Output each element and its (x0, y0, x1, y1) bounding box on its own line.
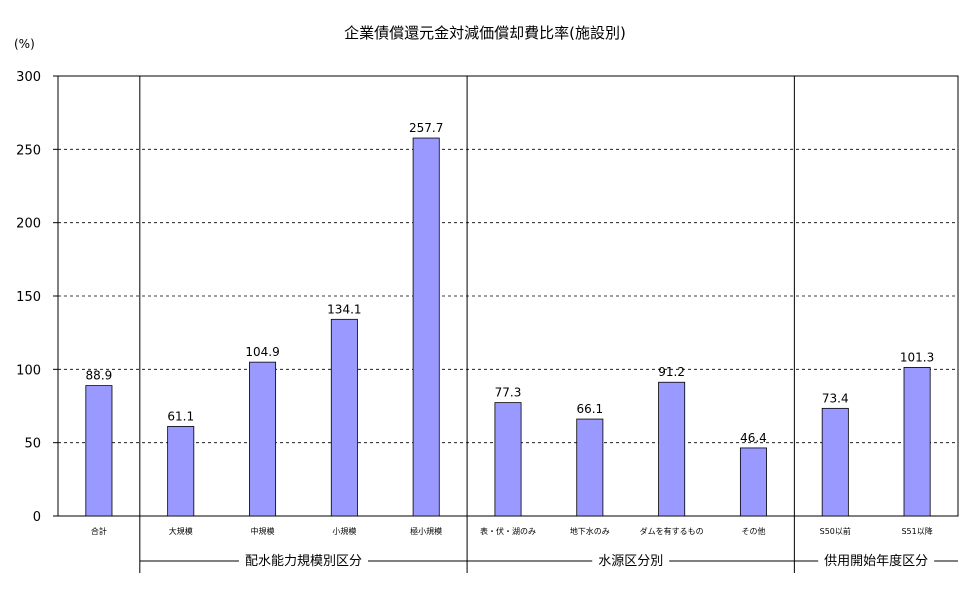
bar (249, 361, 277, 517)
category-label: S50以前 (820, 526, 851, 536)
y-tick-label: 0 (33, 510, 41, 525)
bar (412, 137, 440, 517)
bar (167, 425, 195, 517)
data-label: 66.1 (576, 402, 603, 416)
bar (739, 447, 767, 517)
group-label: 供用開始年度区分 (824, 553, 928, 569)
category-label: ダムを有するもの (640, 526, 704, 536)
unit-label: (%) (14, 37, 35, 51)
category-label: 小規模 (332, 526, 356, 536)
bar (658, 381, 686, 517)
group-label: 配水能力規模別区分 (245, 554, 362, 569)
bar (494, 402, 522, 517)
y-tick-label: 100 (16, 363, 41, 378)
y-tick-label: 50 (24, 437, 41, 452)
category-label: その他 (741, 526, 765, 536)
y-tick-label: 250 (16, 143, 41, 158)
data-label: 134.1 (327, 302, 361, 316)
data-label: 88.9 (86, 369, 113, 383)
data-label: 73.4 (822, 391, 849, 405)
category-label: 地下水のみ (570, 526, 610, 536)
data-label: 61.1 (167, 409, 194, 423)
chart-title: 企業債償還元金対減価償却費比率(施設別) (344, 24, 626, 42)
plot-area: 0 50 100 150 200 250 300 88.9 合計 61.1 大規模 104.9 中規模 1… (16, 70, 959, 573)
data-label: 101.3 (900, 350, 934, 364)
category-label: S51以降 (901, 526, 932, 536)
data-label: 77.3 (495, 386, 522, 400)
y-tick-label: 150 (16, 290, 41, 305)
category-label: 表・伏・湖のみ (480, 526, 536, 536)
y-tick-label: 200 (16, 217, 41, 232)
category-label: 極小規模 (410, 526, 442, 536)
bar (330, 318, 358, 517)
bar (85, 385, 113, 517)
bar (903, 367, 931, 517)
category-label: 中規模 (251, 526, 275, 536)
data-label: 91.2 (658, 365, 685, 379)
group-label: 水源区分別 (598, 554, 663, 569)
y-tick-label: 300 (16, 70, 41, 85)
category-label: 合計 (91, 526, 107, 536)
data-label: 257.7 (409, 121, 443, 135)
bar (821, 407, 849, 517)
data-label: 104.9 (245, 345, 279, 359)
data-label: 46.4 (740, 431, 767, 445)
bar (576, 418, 604, 517)
category-label: 大規模 (169, 526, 193, 536)
